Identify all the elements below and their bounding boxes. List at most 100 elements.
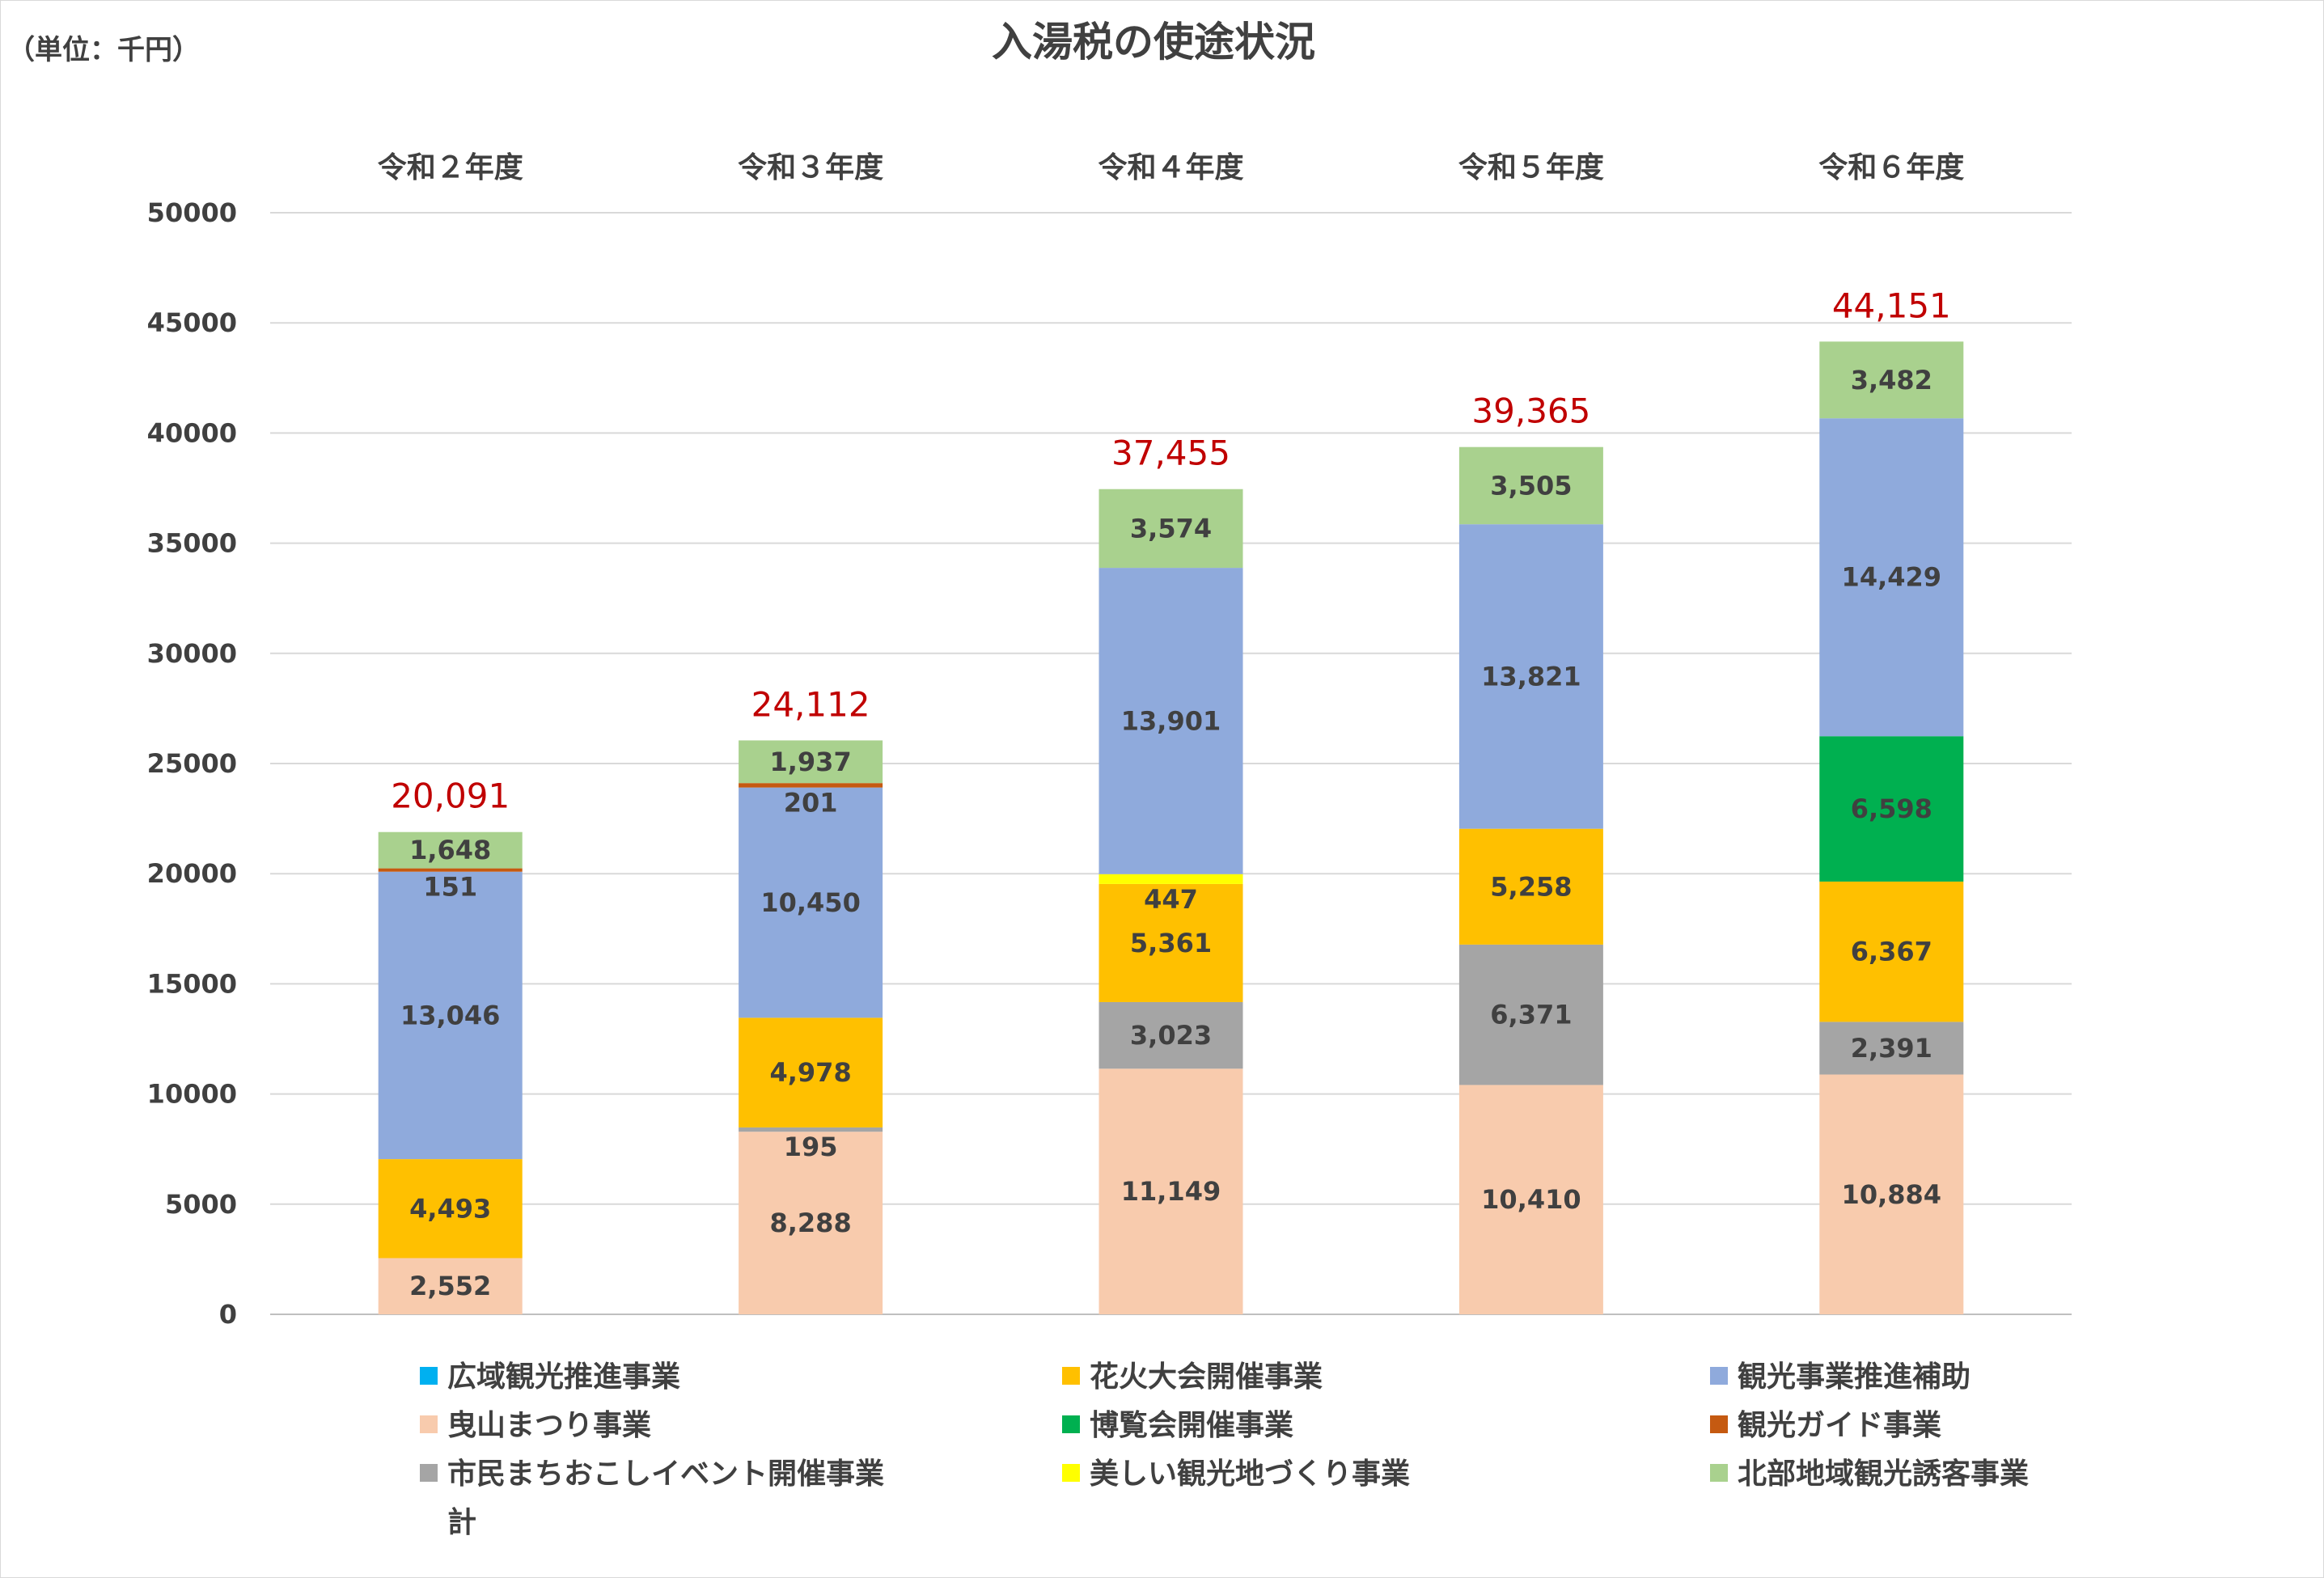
data-label: 14,429 <box>1842 562 1941 593</box>
total-label: 24,112 <box>751 684 870 724</box>
data-label: 5,361 <box>1130 928 1212 958</box>
legend-swatch <box>420 1367 438 1385</box>
data-label: 151 <box>423 872 477 903</box>
y-tick-label: 40000 <box>147 417 237 448</box>
y-tick-label: 5000 <box>165 1189 237 1220</box>
legend-label: 市民まちおこしイベント開催事業 <box>447 1457 884 1491</box>
category-label: 令和４年度 <box>1098 151 1243 184</box>
bar-segment <box>378 868 523 872</box>
data-label: 3,023 <box>1130 1020 1212 1051</box>
data-label: 10,410 <box>1481 1184 1581 1215</box>
total-label: 39,365 <box>1471 391 1590 431</box>
total-label: 37,455 <box>1111 434 1230 473</box>
data-label: 4,493 <box>409 1193 491 1224</box>
bar-segment <box>1819 736 1964 882</box>
bar-segment <box>1099 1068 1243 1314</box>
bar-segment <box>1099 1001 1243 1069</box>
bar-segment <box>1819 341 1964 419</box>
y-tick-label: 20000 <box>147 858 237 889</box>
data-label: 195 <box>784 1132 838 1162</box>
y-tick-label: 15000 <box>147 968 237 999</box>
legend-label: 博覧会開催事業 <box>1090 1409 1293 1442</box>
data-label: 447 <box>1144 884 1198 915</box>
data-label: 3,505 <box>1490 470 1572 501</box>
bar-segment <box>1099 874 1243 884</box>
legend-label: 広域観光推進事業 <box>447 1360 680 1394</box>
legend-label: 観光事業推進補助 <box>1738 1360 1971 1394</box>
bar-segment <box>378 1258 523 1314</box>
total-label: 44,151 <box>1832 286 1951 325</box>
data-label: 6,371 <box>1490 1000 1572 1030</box>
total-labels: 20,091 24,112 37,455 39,365 44,151 <box>391 286 1951 815</box>
data-label: 4,978 <box>769 1057 851 1088</box>
category-label: 令和６年度 <box>1818 151 1964 184</box>
bar-segment <box>1819 1074 1964 1314</box>
data-label: 3,574 <box>1130 513 1212 544</box>
category-label: 令和５年度 <box>1458 151 1604 184</box>
bar-segment <box>1458 524 1603 829</box>
data-label: 13,046 <box>400 1000 500 1030</box>
bar-segment <box>1099 883 1243 1002</box>
total-label: 20,091 <box>391 776 510 816</box>
y-tick-label: 0 <box>219 1299 237 1330</box>
bar-segment <box>1819 418 1964 737</box>
data-label: 1,648 <box>409 835 491 865</box>
y-tick-label: 10000 <box>147 1079 237 1110</box>
data-label: 3,482 <box>1851 365 1932 396</box>
legend-label: 北部地域観光誘客事業 <box>1738 1457 2029 1491</box>
bar-segment <box>1458 828 1603 945</box>
y-tick-label: 35000 <box>147 528 237 559</box>
data-label: 11,149 <box>1121 1176 1221 1207</box>
data-label: 1,937 <box>769 747 851 777</box>
data-label: 201 <box>784 788 838 819</box>
bar-segment <box>739 740 883 784</box>
y-tick-label: 30000 <box>147 638 237 669</box>
bar-segment <box>378 871 523 1160</box>
y-axis-ticks: 0 5000 10000 15000 20000 25000 30000 35000 40000… <box>147 197 237 1330</box>
bar-segment <box>378 1159 523 1259</box>
bar-segment <box>1099 489 1243 569</box>
bar-segment <box>739 1127 883 1132</box>
legend-label: 観光ガイド事業 <box>1738 1409 1941 1442</box>
bar-segment <box>378 831 523 869</box>
data-label: 13,821 <box>1481 661 1581 692</box>
bar-segment <box>1458 944 1603 1085</box>
data-label: 5,258 <box>1490 871 1572 902</box>
data-label: 10,884 <box>1842 1179 1941 1210</box>
data-label: 13,901 <box>1121 705 1221 736</box>
legend-swatch <box>420 1415 438 1433</box>
bar-segment <box>739 1132 883 1314</box>
bar-segment <box>1819 1022 1964 1075</box>
unit-note: （単位：千円） <box>7 34 200 66</box>
y-tick-label: 25000 <box>147 748 237 779</box>
y-tick-label: 50000 <box>147 197 237 228</box>
bar-segment <box>1458 446 1603 525</box>
legend-swatch <box>1062 1464 1080 1482</box>
legend-swatch <box>1710 1464 1728 1482</box>
segment-labels: 2,552 4,493 13,046 151 1,648 8,288 195 4,978 10,… <box>400 365 1941 1301</box>
data-label: 6,598 <box>1851 793 1932 824</box>
legend-label: 美しい観光地づくり事業 <box>1090 1457 1410 1491</box>
legend-label: 曳山まつり事業 <box>447 1409 651 1442</box>
legend-swatch <box>420 1464 438 1482</box>
legend-label: 花火大会開催事業 <box>1090 1360 1323 1394</box>
bar-segment <box>739 1017 883 1127</box>
data-label: 2,391 <box>1851 1033 1932 1064</box>
bars <box>378 341 1964 1314</box>
legend-swatch <box>1710 1367 1728 1385</box>
legend-swatch <box>1062 1415 1080 1433</box>
legend-swatch <box>1710 1415 1728 1433</box>
data-label: 6,367 <box>1851 937 1932 967</box>
data-label: 8,288 <box>769 1208 851 1238</box>
category-label: 令和３年度 <box>738 151 883 184</box>
y-tick-label: 45000 <box>147 307 237 338</box>
legend-swatch <box>1062 1367 1080 1385</box>
bar-segment <box>739 787 883 1018</box>
chart-title: 入湯税の使途状況 <box>992 19 1315 66</box>
data-label: 10,450 <box>760 887 860 918</box>
legend-label-total: 計 <box>447 1506 476 1539</box>
bar-segment <box>739 783 883 788</box>
